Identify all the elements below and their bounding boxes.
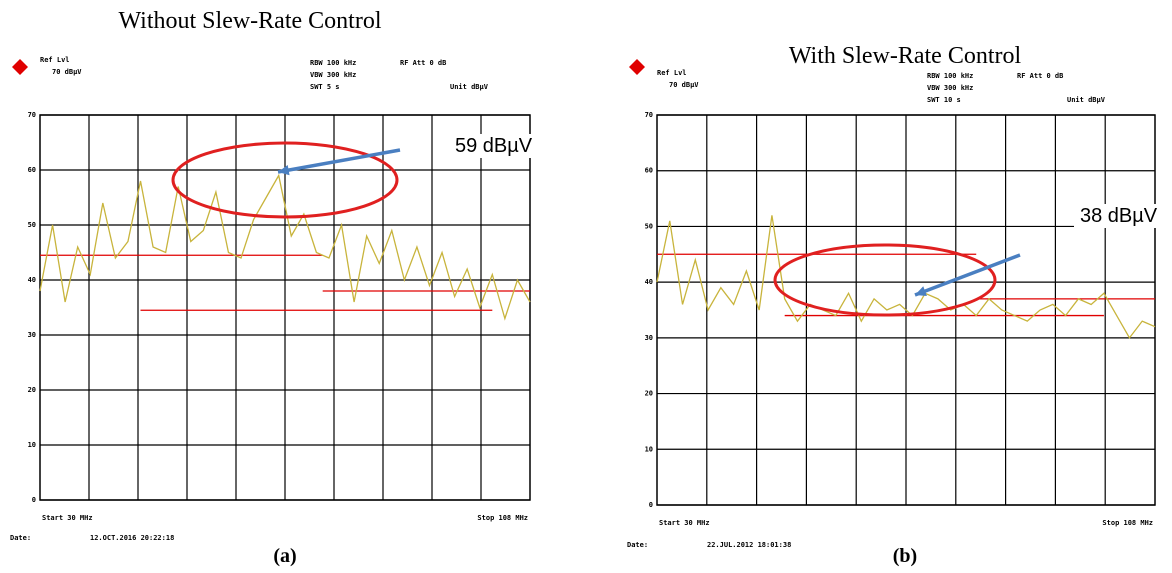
y-tick-label: 40: [645, 278, 653, 286]
setting: RF Att 0 dB: [1017, 72, 1063, 80]
y-tick-label: 0: [32, 496, 36, 504]
setting: Unit dBµV: [1067, 96, 1106, 104]
plot-b: Ref Lvl 70 dBµV Start 30 MHz Stop 108 MH…: [627, 59, 1166, 549]
plot-a: Ref Lvl 70 dBµV Start 30 MHz Stop 108 MH…: [10, 56, 541, 542]
chart-title: With Slew-Rate Control: [789, 43, 1022, 69]
y-tick-label: 60: [28, 166, 36, 174]
setting: SWT 10 s: [927, 96, 961, 104]
y-tick-label: 20: [645, 390, 653, 398]
annotation: 38 dBµV: [1080, 205, 1158, 227]
setting: Unit dBµV: [450, 83, 489, 91]
logo: [12, 59, 28, 75]
y-tick-label: 0: [649, 501, 653, 509]
caption: (a): [273, 545, 296, 567]
y-tick-label: 40: [28, 276, 36, 284]
setting: VBW 300 kHz: [927, 84, 973, 92]
date-label: Date:: [627, 541, 648, 549]
date: 12.OCT.2016 20:22:18: [90, 534, 174, 542]
setting: RBW 100 kHz: [927, 72, 973, 80]
page: Without Slew-Rate Control With Slew-Rate…: [0, 0, 1172, 573]
y-tick-label: 10: [28, 441, 36, 449]
caption: (b): [893, 545, 917, 567]
ref-level: 70 dBµV: [669, 81, 699, 89]
y-tick-label: 30: [28, 331, 36, 339]
start-label: Start 30 MHz: [42, 514, 93, 522]
annotation: 59 dBµV: [455, 135, 533, 157]
stop-label: Stop 108 MHz: [477, 514, 528, 522]
y-tick-label: 10: [645, 445, 653, 453]
setting: RF Att 0 dB: [400, 59, 446, 67]
y-tick-label: 50: [28, 221, 36, 229]
logo: [629, 59, 645, 75]
y-tick-label: 70: [645, 111, 653, 119]
y-tick-label: 70: [28, 111, 36, 119]
date-label: Date:: [10, 534, 31, 542]
stop-label: Stop 108 MHz: [1102, 519, 1153, 527]
y-tick-label: 60: [645, 167, 653, 175]
date: 22.JUL.2012 18:01:38: [707, 541, 791, 549]
y-tick-label: 20: [28, 386, 36, 394]
y-tick-label: 50: [645, 222, 653, 230]
chart-title: Without Slew-Rate Control: [118, 8, 381, 34]
setting: SWT 5 s: [310, 83, 340, 91]
ref-level: 70 dBµV: [52, 68, 82, 76]
start-label: Start 30 MHz: [659, 519, 710, 527]
ref-label: Ref Lvl: [657, 69, 687, 77]
setting: VBW 300 kHz: [310, 71, 356, 79]
ref-label: Ref Lvl: [40, 56, 70, 64]
y-tick-label: 30: [645, 334, 653, 342]
setting: RBW 100 kHz: [310, 59, 356, 67]
